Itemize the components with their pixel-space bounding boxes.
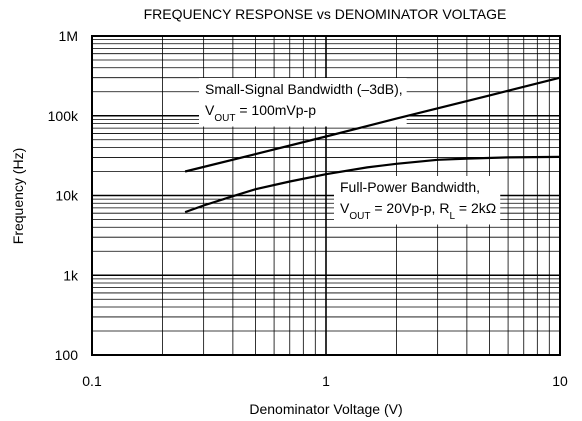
annotation-text-part: = 20Vp-p, R [370,200,449,216]
annotation-text-part: = 100mVp-p [235,102,316,118]
y-tick-label: 1M [59,28,78,44]
annotation-text-part: OUT [349,211,370,222]
x-axis-label: Denominator Voltage (V) [249,401,402,417]
annotation-text-part: L [449,211,455,222]
y-tick-label: 1k [63,267,79,283]
annotation-text: VOUT = 100mVp-p [205,102,316,124]
annotation-text-part: V [205,102,215,118]
annotation-text-part: OUT [214,113,235,124]
line-series [184,155,561,214]
annotation: Full-Power Bandwidth, VOUT = 20Vp-p, RL =… [334,176,501,225]
annotation-text: VOUT = 20Vp-p, RL = 2kΩ [340,200,496,222]
annotation-text-part: V [340,200,350,216]
x-tick-label: 1 [322,373,330,389]
annotation-text-part: Full-Power Bandwidth, [340,179,480,195]
x-tick-label: 10 [552,373,568,389]
annotation-background [334,176,501,225]
y-tick-label: 10k [55,188,79,204]
y-tick-label: 100 [55,347,79,363]
annotation-text: Small-Signal Bandwidth (–3dB), [205,81,403,97]
chart-title: FREQUENCY RESPONSE vs DENOMINATOR VOLTAG… [144,6,507,22]
y-axis-label: Frequency (Hz) [10,148,26,244]
annotation-background [199,78,407,127]
annotation-text-part: = 2kΩ [455,200,496,216]
line-series [184,76,561,173]
plot-border [91,35,561,356]
annotation: Small-Signal Bandwidth (–3dB), VOUT = 100… [199,78,407,127]
annotation-text-part: Small-Signal Bandwidth (–3dB), [205,81,403,97]
y-tick-label: 100k [48,108,79,124]
annotation-text: Full-Power Bandwidth, [340,179,480,195]
x-tick-label: 0.1 [82,373,102,389]
